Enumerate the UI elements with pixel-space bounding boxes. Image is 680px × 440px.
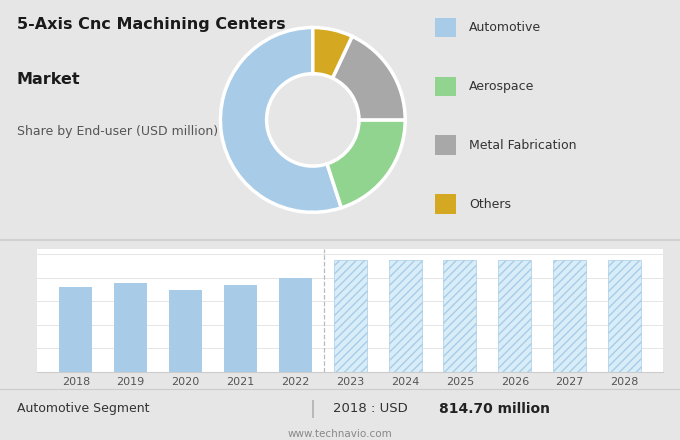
Text: Market: Market xyxy=(17,72,81,87)
Bar xyxy=(114,282,147,372)
Bar xyxy=(224,285,257,372)
Wedge shape xyxy=(327,120,405,208)
FancyBboxPatch shape xyxy=(435,77,456,96)
Text: 2018 : USD: 2018 : USD xyxy=(333,402,412,415)
Text: www.technavio.com: www.technavio.com xyxy=(288,429,392,439)
Wedge shape xyxy=(220,27,341,212)
Text: Metal Fabrication: Metal Fabrication xyxy=(469,139,577,152)
Bar xyxy=(554,260,586,372)
Bar xyxy=(334,260,367,372)
Bar xyxy=(608,260,641,372)
Wedge shape xyxy=(333,36,405,120)
Bar xyxy=(59,287,92,372)
Text: 814.70 million: 814.70 million xyxy=(439,402,549,416)
Text: Aerospace: Aerospace xyxy=(469,80,534,93)
Bar xyxy=(388,260,422,372)
Wedge shape xyxy=(313,27,352,78)
FancyBboxPatch shape xyxy=(435,18,456,37)
FancyBboxPatch shape xyxy=(435,136,456,155)
Text: 5-Axis Cnc Machining Centers: 5-Axis Cnc Machining Centers xyxy=(17,17,286,32)
Text: Share by End-user (USD million): Share by End-user (USD million) xyxy=(17,125,218,138)
Text: Automotive: Automotive xyxy=(469,21,541,34)
Bar xyxy=(443,260,477,372)
Text: Automotive Segment: Automotive Segment xyxy=(17,402,150,415)
Text: Others: Others xyxy=(469,198,511,211)
FancyBboxPatch shape xyxy=(435,194,456,214)
Bar xyxy=(498,260,531,372)
Bar xyxy=(279,278,312,372)
Bar xyxy=(169,290,202,372)
Text: |: | xyxy=(310,400,316,418)
